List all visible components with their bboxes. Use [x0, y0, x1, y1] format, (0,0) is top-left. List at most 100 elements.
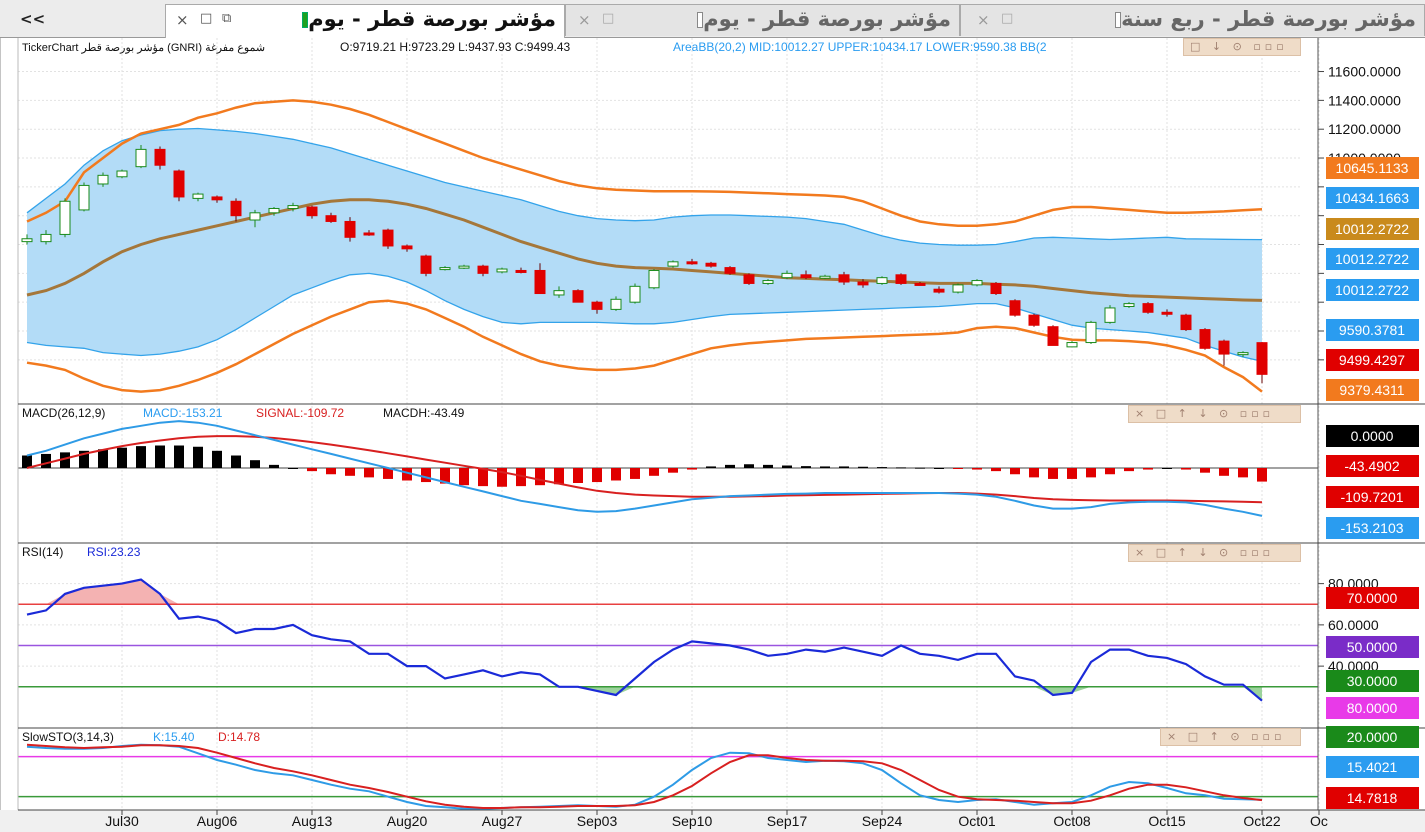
macd-label: -109.7201	[1340, 489, 1403, 505]
candle-body	[249, 212, 261, 221]
sto-label: 14.7818	[1347, 790, 1398, 806]
tab-indicator-icon	[697, 12, 704, 28]
macd-hist-bar	[1086, 468, 1096, 478]
sto-panel-controls[interactable]: × □ ↑ ⊙ ▫▫▫	[1160, 728, 1301, 746]
macd-hist-bar	[896, 467, 906, 469]
rsi-title: RSI(14)	[22, 545, 63, 559]
macd-hist-bar	[535, 468, 545, 486]
candle-body	[1180, 314, 1192, 331]
x-tick-label: Jul30	[105, 813, 139, 829]
macd-hist-bar	[668, 468, 678, 473]
macd-hist-bar	[1010, 468, 1020, 475]
y-tick-label: 60.0000	[1328, 617, 1379, 633]
macd-hist-bar	[1124, 468, 1134, 472]
candle-body	[477, 265, 489, 274]
sto-d-value: D:14.78	[218, 730, 260, 744]
candle-body	[1009, 300, 1021, 316]
x-tick-label: Sep10	[672, 813, 713, 829]
x-tick-label: Aug06	[197, 813, 238, 829]
sto-d-line	[26, 743, 1263, 809]
tabs-scroll-button[interactable]: <<	[20, 10, 46, 28]
macd-hist-bar	[231, 455, 241, 468]
price-label: 10012.2722	[1335, 251, 1409, 267]
bb-label: AreaBB(20,2) MID:10012.27 UPPER:10434.17…	[673, 40, 1047, 54]
rsi-label: 70.0000	[1347, 590, 1398, 606]
candle-body	[591, 301, 603, 310]
tab-maximize-icon[interactable]: □	[1001, 11, 1014, 26]
rsi-panel-controls[interactable]: × □ ↑ ↓ ⊙ ▫▫▫	[1128, 544, 1301, 562]
x-tick-label: Oct01	[958, 813, 996, 829]
macd-hist-bar	[934, 468, 944, 469]
macd-hist-bar	[744, 464, 754, 468]
source-label: TickerChart مؤشر بورصة قطر (GNRI) شموع م…	[22, 42, 265, 54]
chart-canvas[interactable]: 11600.000011400.000011200.000011000.0000…	[0, 38, 1425, 832]
tab-close-icon[interactable]: ×	[977, 11, 990, 29]
bb-mid-line	[26, 198, 1263, 302]
macd-hist-bar	[326, 468, 336, 475]
candle-body	[192, 193, 204, 199]
tab-maximize-icon[interactable]: □	[200, 11, 213, 26]
macd-hist-value: MACDH:-43.49	[383, 406, 465, 420]
rsi-line	[26, 578, 1263, 702]
price-label: 10012.2722	[1335, 221, 1409, 237]
macd-hist-bar	[421, 468, 431, 483]
candle-body	[724, 267, 736, 274]
price-label-bg	[1326, 187, 1419, 209]
price-label: 10012.2722	[1335, 282, 1409, 298]
macd-hist-bar	[117, 447, 127, 468]
candle-body	[458, 265, 470, 269]
macd-hist-bar	[1257, 468, 1267, 482]
candle-body	[1104, 307, 1116, 323]
candle-body	[211, 196, 223, 201]
macd-hist-bar	[155, 445, 165, 468]
macd-hist-bar	[972, 468, 982, 470]
macd-hist-bar	[478, 468, 488, 487]
macd-label-bg	[1326, 455, 1419, 477]
outer-upper-line	[26, 99, 1263, 228]
candle-body	[230, 200, 242, 217]
candle-body	[914, 282, 926, 286]
macd-hist-bar	[782, 465, 792, 468]
macd-signal-value: SIGNAL:-109.72	[256, 406, 344, 420]
macd-panel-controls[interactable]: × □ ↑ ↓ ⊙ ▫▫▫	[1128, 405, 1301, 423]
sto-label: 20.0000	[1347, 729, 1398, 745]
macd-hist-bar	[459, 468, 469, 486]
macd-hist-bar	[22, 455, 32, 468]
candle-body	[705, 262, 717, 267]
candle-body	[496, 268, 508, 273]
price-label-bg	[1326, 248, 1419, 270]
macd-hist-bar	[288, 468, 298, 469]
bb-upper-line	[26, 127, 1263, 246]
sto-label-bg	[1326, 756, 1419, 778]
candle-body	[819, 275, 831, 279]
tab-close-icon[interactable]: ×	[578, 11, 591, 29]
tab-close-icon[interactable]: ×	[176, 11, 189, 29]
candle-body	[1237, 352, 1249, 356]
candle-body	[40, 233, 52, 243]
macd-plot	[18, 420, 1318, 517]
candle-body	[382, 229, 394, 247]
x-tick-label: Aug13	[292, 813, 333, 829]
candle-body	[876, 277, 888, 284]
candle-body	[971, 280, 983, 286]
tab-daily-active[interactable]: × □ ⧉ مؤشر بورصة قطر - يوم	[165, 4, 565, 38]
candle-body	[610, 298, 622, 310]
macd-hist-bar	[41, 453, 51, 468]
tab-maximize-icon[interactable]: □	[602, 11, 615, 26]
x-tick-label: Aug27	[482, 813, 523, 829]
price-label-bg	[1326, 379, 1419, 401]
tab-quarter[interactable]: × □ مؤشر بورصة قطر - ربع سنة	[960, 4, 1425, 36]
tab-title: مؤشر بورصة قطر - يوم	[703, 7, 951, 31]
rsi-overbought-area	[27, 579, 1262, 605]
candle-body	[686, 261, 698, 265]
panel-separators	[0, 38, 1425, 811]
candle-body	[287, 205, 299, 209]
time-axis-bg	[0, 810, 1425, 832]
bb-lower-line	[26, 272, 1263, 362]
tab-daily-2[interactable]: × □ مؤشر بورصة قطر - يوم	[565, 4, 960, 36]
candle-body	[553, 290, 565, 296]
rsi-label-bg	[1326, 587, 1419, 609]
candle-body	[344, 220, 356, 238]
main-panel-controls[interactable]: □ ↓ ⊙ ▫▫▫	[1183, 38, 1301, 56]
tab-restore-icon[interactable]: ⧉	[222, 11, 232, 26]
